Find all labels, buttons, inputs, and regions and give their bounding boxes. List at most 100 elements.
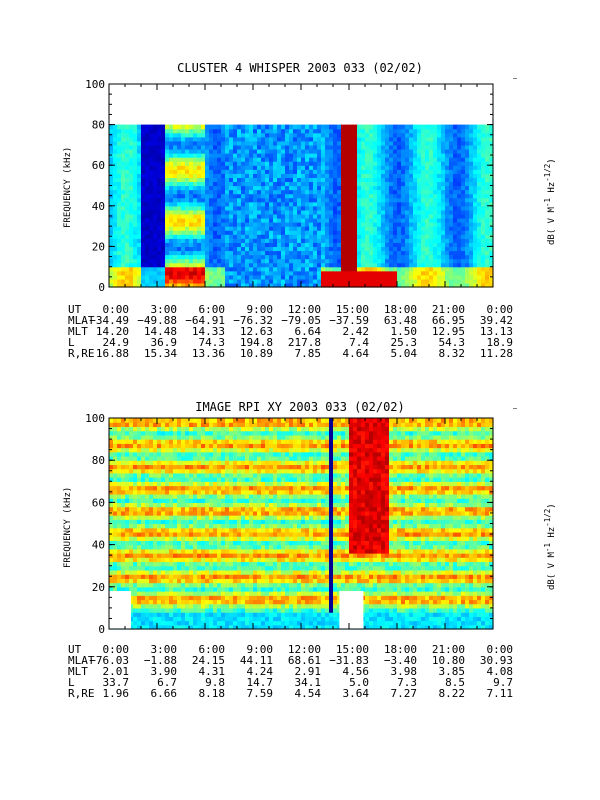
y-tick-label: 40 bbox=[92, 200, 105, 213]
ephemeris-cell: 12.95 bbox=[431, 325, 465, 338]
y-tick-label: 100 bbox=[85, 412, 105, 425]
ephemeris-cell: 3.98 bbox=[390, 665, 418, 678]
ephemeris-cell: 6:00 bbox=[198, 303, 226, 316]
ephemeris-cell: 10.89 bbox=[239, 347, 273, 360]
ephemeris-cell: 5.0 bbox=[349, 676, 369, 689]
ephemeris-cell: 36.9 bbox=[150, 336, 178, 349]
ephemeris-cell: 11.28 bbox=[479, 347, 513, 360]
ephemeris-cell: 25.3 bbox=[390, 336, 418, 349]
y-tick-label: 20 bbox=[92, 240, 105, 253]
y-tick-label: 80 bbox=[92, 454, 105, 467]
ephemeris-cell: 3:00 bbox=[150, 303, 178, 316]
blank-regions bbox=[109, 591, 364, 629]
ephemeris-cell: 13.13 bbox=[479, 325, 513, 338]
ephemeris-cell: 2.42 bbox=[342, 325, 370, 338]
ephemeris-cell: 3.85 bbox=[438, 665, 466, 678]
ephemeris-cell: 4.64 bbox=[342, 347, 370, 360]
ephemeris-cell: 54.3 bbox=[438, 336, 466, 349]
ephemeris-cell: 15.34 bbox=[143, 347, 177, 360]
ephemeris-cell: 13.36 bbox=[191, 347, 225, 360]
ephemeris-row-label: MLAT bbox=[68, 314, 95, 327]
colorbar-tick-label: −132 bbox=[519, 78, 543, 81]
colorbar-label-image: dB( V M-1 Hz-1/2) bbox=[543, 503, 557, 590]
ephemeris-cell: 18:00 bbox=[383, 643, 417, 656]
colorbar: −132−134−136−138−140−142 bbox=[513, 78, 543, 81]
y-tick-label: 60 bbox=[92, 496, 105, 509]
ephemeris-cell: −3.40 bbox=[383, 654, 417, 667]
ephemeris-cell: 15:00 bbox=[335, 303, 369, 316]
y-tick-label: 60 bbox=[92, 159, 105, 172]
y-tick-label: 0 bbox=[98, 623, 105, 636]
spectrogram-image: 0 20 40 60 80 100 −140−150−160−170−180 bbox=[85, 408, 543, 636]
ephemeris-cell: 7.11 bbox=[486, 687, 514, 700]
colorbar-label-cluster: dB( V M-1 Hz-1/2) bbox=[543, 158, 557, 245]
colorbar: −140−150−160−170−180 bbox=[513, 408, 543, 411]
ephemeris-cell: 24.9 bbox=[102, 336, 130, 349]
ephemeris-cell: 6.64 bbox=[294, 325, 322, 338]
ephemeris-cell: −49.88 bbox=[137, 314, 177, 327]
ephemeris-cell: 7.4 bbox=[349, 336, 369, 349]
colorbar-tick-label: −140 bbox=[519, 78, 543, 81]
heatmap-cells bbox=[109, 418, 494, 630]
ephemeris-cell: 5.04 bbox=[390, 347, 418, 360]
ephemeris-cell: 4.31 bbox=[198, 665, 226, 678]
ephemeris-cell: 12.63 bbox=[239, 325, 273, 338]
ephemeris-cell: 4.08 bbox=[486, 665, 514, 678]
ephemeris-cell: 194.8 bbox=[239, 336, 273, 349]
ephemeris-cell: 30.93 bbox=[479, 654, 513, 667]
ephemeris-cell: 0:00 bbox=[102, 643, 130, 656]
ephemeris-cell: 12:00 bbox=[287, 303, 321, 316]
ephemeris-cell: 9:00 bbox=[246, 643, 274, 656]
heatmap-cells bbox=[109, 124, 494, 288]
ephemeris-cell: 18.9 bbox=[486, 336, 514, 349]
ephemeris-row-label: MLT bbox=[68, 665, 88, 678]
colorbar-tick-label: −140 bbox=[519, 408, 543, 411]
ephemeris-cell: 10.80 bbox=[431, 654, 465, 667]
ephemeris-row-label: L bbox=[68, 676, 75, 689]
colorbar-tick-label: −136 bbox=[519, 78, 543, 81]
y-tick-label: 80 bbox=[92, 119, 105, 132]
ephemeris-row-label: MLT bbox=[68, 325, 88, 338]
ephemeris-cell: 34.1 bbox=[294, 676, 322, 689]
ephemeris-cell: 2.01 bbox=[102, 665, 130, 678]
ephemeris-cell: 7.27 bbox=[390, 687, 418, 700]
ephemeris-cell: 24.15 bbox=[191, 654, 225, 667]
ephemeris-cell: 8.32 bbox=[438, 347, 466, 360]
ephemeris-cell: −76.03 bbox=[89, 654, 129, 667]
chart-title-image: IMAGE RPI XY 2003 033 (02/02) bbox=[195, 400, 405, 414]
ephemeris-cell: 7.59 bbox=[246, 687, 274, 700]
ephemeris-cell: 39.42 bbox=[479, 314, 513, 327]
ephemeris-cell: 66.95 bbox=[431, 314, 465, 327]
y-tick-label: 20 bbox=[92, 581, 105, 594]
ephemeris-cell: 2.91 bbox=[294, 665, 322, 678]
y-tick-label: 100 bbox=[85, 78, 105, 91]
y-tick-label: 0 bbox=[98, 281, 105, 294]
ephemeris-cell: 14.48 bbox=[143, 325, 177, 338]
ephemeris-cell: −1.88 bbox=[143, 654, 177, 667]
ephemeris-row-label: UT bbox=[68, 643, 82, 656]
ephemeris-cell: −34.49 bbox=[89, 314, 129, 327]
ephemeris-cell: 14.33 bbox=[191, 325, 225, 338]
ephemeris-cell: −64.91 bbox=[185, 314, 225, 327]
ephemeris-cell: 6.66 bbox=[150, 687, 178, 700]
ephemeris-cell: 14.20 bbox=[95, 325, 129, 338]
ephemeris-cell: 1.96 bbox=[102, 687, 130, 700]
ephemeris-cell: −76.32 bbox=[233, 314, 273, 327]
ephemeris-cell: 3:00 bbox=[150, 643, 178, 656]
colorbar-tick-label: −142 bbox=[519, 78, 543, 81]
ephemeris-cell: 9:00 bbox=[246, 303, 274, 316]
ephemeris-cell: 33.7 bbox=[102, 676, 130, 689]
ephemeris-cell: 63.48 bbox=[383, 314, 417, 327]
y-tick-label: 40 bbox=[92, 539, 105, 552]
ephemeris-cell: 4.24 bbox=[246, 665, 274, 678]
chart-title-cluster: CLUSTER 4 WHISPER 2003 033 (02/02) bbox=[177, 61, 423, 75]
colorbar-tick-label: −138 bbox=[519, 78, 543, 81]
ephemeris-cell: 44.11 bbox=[239, 654, 273, 667]
ephemeris-cell: −79.05 bbox=[281, 314, 321, 327]
ephemeris-row-label: UT bbox=[68, 303, 82, 316]
ephemeris-cell: 7.85 bbox=[294, 347, 322, 360]
spectrogram-cluster: 0 20 40 60 80 100 −132−134−136−138−140−142 bbox=[85, 78, 543, 294]
ephemeris-cell: 8.5 bbox=[445, 676, 465, 689]
ephemeris-cell: 9.7 bbox=[493, 676, 513, 689]
ephemeris-cell: 3.64 bbox=[342, 687, 370, 700]
